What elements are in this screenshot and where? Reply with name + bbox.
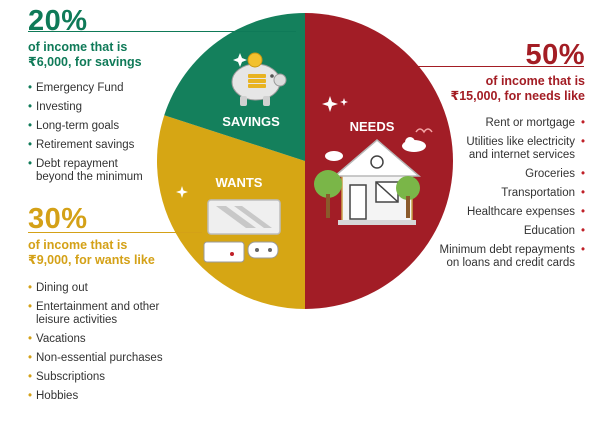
sparkle-icon (176, 186, 188, 198)
needs-list-item: Healthcare expenses (380, 206, 585, 219)
wants-description: 30% of income that is ₹9,000, for wants … (28, 204, 258, 409)
needs-subtitle-line2: ₹15,000, for needs like (450, 89, 585, 103)
savings-percent: 20% (28, 5, 88, 37)
savings-connector-line (28, 31, 296, 32)
wants-subtitle-line2: ₹9,000, for wants like (28, 253, 155, 267)
needs-list-item: Minimum debt repayments on loans and cred… (380, 244, 586, 270)
savings-list-item: Investing (28, 101, 258, 114)
savings-subtitle-line1: of income that is (28, 40, 128, 54)
wants-list-item: Subscriptions (28, 371, 258, 384)
sparkle-icon (322, 96, 348, 112)
savings-subtitle-line2: ₹6,000, for savings (28, 55, 142, 69)
wants-list-item: Vacations (28, 333, 258, 346)
savings-description: 20% of income that is ₹6,000, for saving… (28, 6, 258, 190)
wants-percent: 30% (28, 203, 88, 235)
needs-list-item: Utilities like electricity and internet s… (380, 136, 585, 162)
cloud-icon (325, 151, 343, 161)
wants-list-item: Hobbies (28, 390, 258, 403)
needs-list-item: Transportation (380, 187, 585, 200)
wants-list-item: Non-essential purchases (28, 352, 258, 365)
savings-list-item: Long-term goals (28, 120, 258, 133)
wants-connector-line (28, 232, 202, 233)
needs-percent: 50% (525, 39, 585, 71)
savings-list-item: Emergency Fund (28, 82, 258, 95)
needs-connector-line (404, 66, 584, 67)
needs-list: Rent or mortgage Utilities like electrici… (380, 117, 586, 270)
savings-list: Emergency Fund Investing Long-term goals Re… (28, 82, 258, 184)
savings-list-item: Retirement savings (28, 139, 258, 152)
wants-list-item: Dining out (28, 282, 258, 295)
tree-icon (314, 170, 342, 218)
needs-list-item: Education (380, 225, 585, 238)
house-icon (332, 139, 422, 225)
wants-list: Dining out Entertainment and otherleisure… (28, 282, 258, 403)
needs-subtitle-line1: of income that is (485, 74, 585, 88)
needs-list-item: Rent or mortgage (380, 117, 586, 130)
needs-description: 50% of income that is ₹15,000, for needs… (380, 39, 586, 276)
tv-and-console-icon (203, 199, 281, 263)
needs-list-item: Groceries (380, 168, 585, 181)
wants-subtitle-line1: of income that is (28, 238, 128, 252)
